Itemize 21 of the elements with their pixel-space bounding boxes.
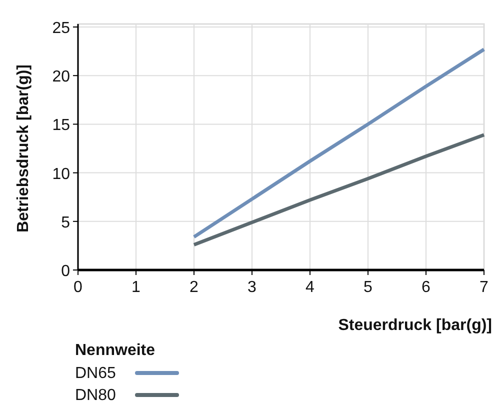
y-tick-label: 25 — [52, 20, 70, 37]
x-axis-title: Steuerdruck [bar(g)] — [338, 317, 492, 334]
legend-label: DN80 — [75, 387, 116, 404]
line-series — [192, 133, 486, 246]
y-tick-label: 15 — [52, 117, 70, 134]
legend-label: DN65 — [75, 365, 116, 382]
legend-title: Nennweite — [75, 342, 156, 359]
y-tick-label: 10 — [52, 166, 70, 183]
y-tick-label: 20 — [52, 68, 70, 86]
x-tick-label: 5 — [364, 279, 373, 296]
y-tick-label: 0 — [61, 263, 70, 280]
x-tick-label: 4 — [306, 279, 315, 296]
x-tick-label: 6 — [422, 279, 431, 296]
x-tick-label: 0 — [74, 279, 83, 296]
y-axis-title: Betriebsdruck [bar(g)] — [15, 64, 32, 233]
line-series — [192, 48, 486, 239]
x-tick-label: 3 — [248, 279, 257, 296]
x-tick-label: 2 — [190, 279, 199, 296]
x-tick-label: 1 — [132, 279, 141, 296]
y-tick-label: 5 — [61, 214, 70, 232]
x-tick-label: 7 — [480, 279, 489, 296]
